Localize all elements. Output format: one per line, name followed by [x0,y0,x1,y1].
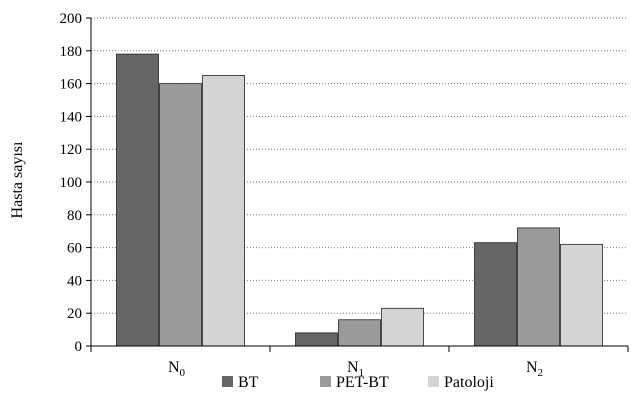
x-category-label: N2 [526,359,543,379]
x-category-label-subscript: 2 [538,367,544,379]
x-category-label-subscript: 0 [180,367,186,379]
y-tick-label: 60 [67,241,82,257]
bar-pet-bt-n2 [517,227,560,347]
y-tick-label: 180 [60,44,83,60]
x-category-label-base: N [168,359,180,376]
bar-patoloji-n1 [381,307,424,347]
x-category-label-base: N [526,359,538,376]
legend-label-bt: BT [238,374,259,391]
bar-bt-n1 [295,332,338,347]
y-tick-label: 140 [60,109,83,125]
y-tick-label: 120 [60,142,83,158]
bar-bt-n0 [116,53,159,347]
y-tick-label: 100 [60,175,83,191]
legend-swatch-patoloji [428,376,439,387]
legend: BT PET-BT Patoloji [222,374,494,391]
y-tick-label: 0 [75,339,83,355]
x-category-label-base: N [347,359,359,376]
x-category-label: N1 [347,359,364,379]
y-axis-label: Hasta sayısı [9,141,26,218]
y-tick-label: 40 [67,273,82,289]
bar-pet-bt-n0 [159,83,202,347]
bars [116,53,603,347]
legend-label-pet-bt: PET-BT [336,374,389,391]
x-category-labels: N0 N1 N2 [168,359,543,379]
bar-bt-n2 [474,242,517,347]
y-tick-labels: 0 20 40 60 80 100 120 140 160 180 200 [60,11,83,355]
x-category-label: N0 [168,359,186,379]
bar-patoloji-n2 [560,243,603,347]
x-category-label-subscript: 1 [359,367,365,379]
y-tick-label: 200 [60,11,83,27]
bar-pet-bt-n1 [338,319,381,347]
axes [86,17,629,352]
legend-label-patoloji: Patoloji [444,374,494,391]
bar-patoloji-n0 [202,75,245,347]
y-tick-label: 80 [67,208,82,224]
y-tick-label: 20 [67,306,82,322]
legend-swatch-bt [222,376,233,387]
y-tick-label: 160 [60,77,83,93]
legend-swatch-pet-bt [320,376,331,387]
